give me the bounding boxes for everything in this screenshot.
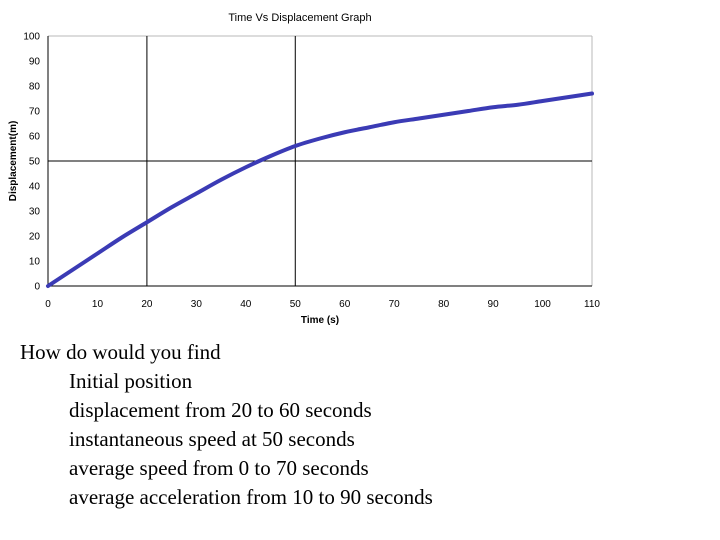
x-tick-label: 60 <box>339 299 351 310</box>
y-tick-label: 70 <box>29 107 41 118</box>
question-item-displacement: displacement from 20 to 60 seconds <box>69 398 372 422</box>
y-tick-label: 90 <box>29 57 41 68</box>
series-layer <box>46 91 594 288</box>
x-tick-label: 20 <box>141 299 153 310</box>
x-tick-label: 90 <box>488 299 500 310</box>
question-item-average-speed: average speed from 0 to 70 seconds <box>69 456 369 480</box>
x-tick-label: 80 <box>438 299 450 310</box>
y-tick-label: 60 <box>29 132 41 143</box>
x-tick-label: 0 <box>45 299 51 310</box>
y-axis-ticks: 0 10 20 30 40 50 60 70 80 90 100 <box>23 32 40 293</box>
y-tick-label: 30 <box>29 207 41 218</box>
y-tick-label: 100 <box>23 32 40 43</box>
x-tick-label: 30 <box>191 299 203 310</box>
x-axis-ticks: 0 10 20 30 40 50 60 70 80 90 100 110 <box>45 299 600 310</box>
y-tick-label: 50 <box>29 157 41 168</box>
x-tick-label: 100 <box>534 299 551 310</box>
y-tick-label: 40 <box>29 182 41 193</box>
x-tick-label: 10 <box>92 299 104 310</box>
question-item-average-acceleration: average acceleration from 10 to 90 secon… <box>69 485 433 509</box>
question-item-instantaneous-speed: instantaneous speed at 50 seconds <box>69 427 355 451</box>
displacement-chart: Time Vs Displacement Graph Displacement(… <box>8 12 600 326</box>
x-tick-label: 50 <box>290 299 302 310</box>
y-tick-label: 80 <box>29 82 41 93</box>
question-block: How do would you find Initial position d… <box>20 338 433 512</box>
y-tick-label: 20 <box>29 232 41 243</box>
x-axis-title: Time (s) <box>301 315 339 326</box>
question-item-initial-position: Initial position <box>69 369 193 393</box>
x-tick-label: 40 <box>240 299 252 310</box>
x-tick-label: 110 <box>584 299 600 310</box>
chart-title: Time Vs Displacement Graph <box>228 12 371 24</box>
y-axis-title: Displacement(m) <box>8 121 19 202</box>
reference-lines <box>48 36 592 286</box>
y-tick-label: 0 <box>34 282 40 293</box>
x-tick-label: 70 <box>389 299 401 310</box>
series-line <box>46 91 594 288</box>
y-tick-label: 10 <box>29 257 41 268</box>
question-heading: How do would you find <box>20 340 221 364</box>
